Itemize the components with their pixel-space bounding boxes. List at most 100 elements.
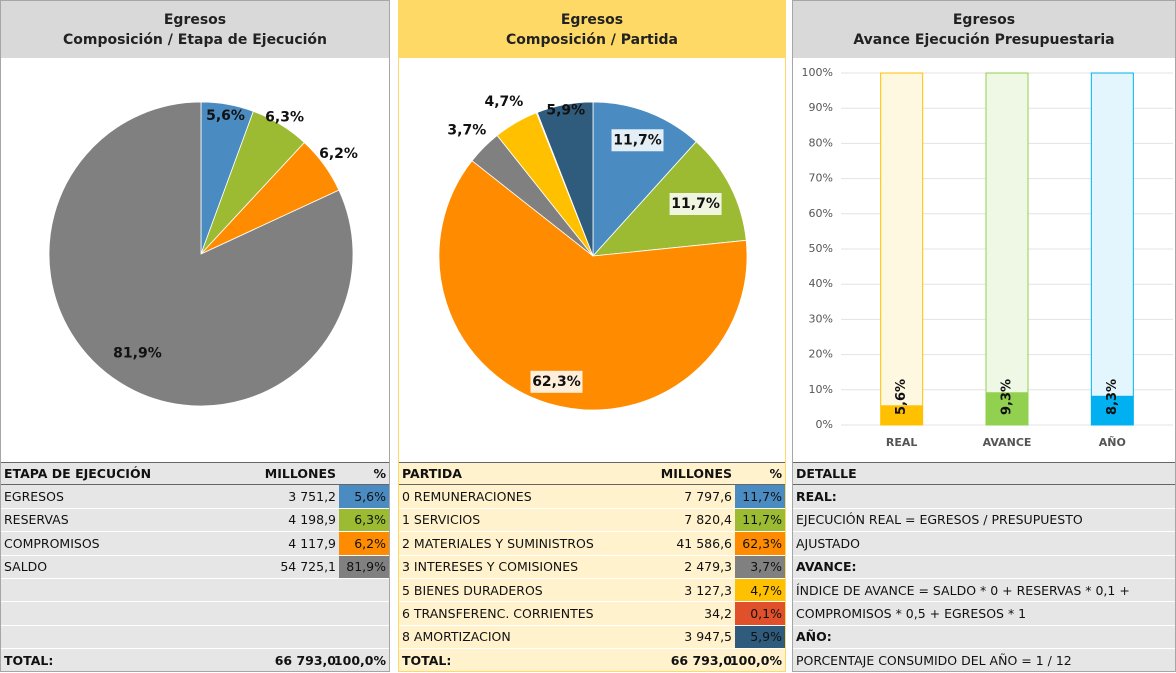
header-cell: MILLONES — [660, 466, 732, 482]
y-tick-label: 100% — [802, 66, 833, 79]
data-label: 11,7% — [671, 196, 720, 212]
detail-row: REAL: — [793, 485, 1175, 509]
header-cell: DETALLE — [796, 466, 857, 482]
total-cell: 66 793,0 — [274, 653, 336, 669]
detail-text: AVANCE: — [796, 559, 857, 575]
header-cell: PARTIDA — [402, 466, 462, 482]
row-name: COMPROMISOS — [4, 535, 100, 551]
table: DETALLE REAL: EJECUCIÓN REAL = EGRESOS / P… — [793, 462, 1175, 673]
x-tick-label: AVANCE — [983, 436, 1032, 449]
table: ETAPA DE EJECUCIÓN MILLONES% EGRESOS 3 751,… — [1, 462, 389, 671]
row-percent: 6,2% — [339, 532, 389, 555]
table-row — [1, 602, 389, 626]
bar — [880, 405, 923, 425]
bar — [1091, 395, 1134, 425]
header-cell: % — [769, 466, 782, 482]
panel-title: Egresos — [560, 11, 624, 28]
row-name: 2 MATERIALES Y SUMINISTROS — [402, 535, 594, 551]
detail-row: AJUSTADO — [793, 532, 1175, 556]
row-percent: 81,9% — [339, 555, 389, 578]
row-percent: 3,7% — [735, 555, 785, 578]
pie-slice — [438, 160, 748, 411]
y-tick-label: 10% — [809, 383, 833, 396]
row-percent: 62,3% — [735, 532, 785, 555]
detail-row: COMPROMISOS * 0,5 + EGRESOS * 1 — [793, 602, 1175, 626]
table-row: RESERVAS 4 198,9 6,3% — [1, 508, 389, 533]
panel-title: Egresos — [163, 11, 227, 28]
panel: Egresos Composición / Etapa de Ejecución 5… — [0, 0, 390, 672]
row-name: 5 BIENES DURADEROS — [402, 582, 543, 598]
header-cell: ETAPA DE EJECUCIÓN — [4, 466, 152, 482]
chart: 0% 10% 20% 30% 40% 50% 60% 70% 80% 90% 100% 5,6% REA… — [802, 66, 1173, 449]
row-name: 0 REMUNERACIONES — [402, 489, 532, 505]
y-tick-label: 30% — [809, 312, 833, 325]
detail-text: AÑO: — [796, 629, 832, 645]
row-name: 8 AMORTIZACION — [402, 629, 511, 645]
detail-row: ÍNDICE DE AVANCE = SALDO * 0 + RESERVAS … — [793, 579, 1175, 603]
table-row — [1, 579, 389, 603]
data-label: 6,3% — [265, 110, 304, 126]
data-label: 4,7% — [485, 94, 524, 110]
table-header: DETALLE — [793, 462, 1175, 486]
pie-slice — [536, 101, 594, 257]
row-value: 4 117,9 — [288, 535, 336, 551]
row-value: 41 586,6 — [676, 535, 732, 551]
table-row: 1 SERVICIOS 7 820,4 11,7% — [399, 508, 785, 533]
row-name: SALDO — [4, 559, 48, 575]
bar-background — [985, 72, 1029, 426]
y-tick-label: 90% — [809, 101, 833, 114]
chart: 11,7% 11,7% 62,3% 3,7% 4,7% 5,9% — [438, 94, 748, 411]
y-tick-label: 80% — [809, 136, 833, 149]
row-value: 34,2 — [704, 606, 732, 622]
row-value: 3 751,2 — [288, 489, 336, 505]
bar — [986, 392, 1028, 425]
table-row: 0 REMUNERACIONES 7 797,6 11,7% — [399, 485, 785, 509]
table-header: ETAPA DE EJECUCIÓN MILLONES% — [1, 462, 389, 486]
data-label: 5,9% — [546, 103, 585, 119]
y-tick-label: 50% — [809, 242, 833, 255]
table-row: 3 INTERESES Y COMISIONES 2 479,3 3,7% — [399, 555, 785, 579]
label-box — [669, 193, 722, 216]
total-cell: TOTAL: — [402, 653, 452, 669]
header-cell: % — [373, 466, 386, 482]
table-header: PARTIDA MILLONES% — [399, 462, 785, 486]
total-cell: 100,0% — [333, 653, 386, 669]
detail-row: AÑO: — [793, 626, 1175, 650]
y-tick-label: 0% — [816, 418, 833, 431]
detail-row: EJECUCIÓN REAL = EGRESOS / PRESUPUESTO — [793, 509, 1175, 533]
row-percent: 4,7% — [735, 578, 785, 602]
x-tick-label: REAL — [886, 436, 918, 449]
chart: 5,6% 6,3% 6,2% 81,9% — [48, 101, 358, 407]
row-percent: 11,7% — [735, 508, 785, 532]
label-box — [530, 370, 583, 393]
row-name: 3 INTERESES Y COMISIONES — [402, 559, 579, 575]
panel-header: Egresos Composición / Partida — [399, 1, 785, 58]
row-percent: 0,1% — [735, 602, 785, 625]
y-tick-label: 70% — [809, 172, 833, 185]
panel-header: Egresos Avance Ejecución Presupuestaria — [793, 1, 1175, 58]
y-tick-label: 40% — [809, 277, 833, 290]
data-label: 8,3% — [1105, 379, 1120, 415]
bar-background — [880, 72, 924, 426]
detail-text: REAL: — [796, 489, 837, 505]
x-tick-label: AÑO — [1099, 436, 1126, 449]
row-name: 6 TRANSFERENC. CORRIENTES — [402, 606, 594, 622]
row-value: 3 127,3 — [684, 582, 732, 598]
panel-subtitle: Composición / Partida — [506, 31, 678, 48]
total-cell: TOTAL: — [4, 653, 54, 669]
table-row: 8 AMORTIZACION 3 947,5 5,9% — [399, 625, 785, 650]
label-box — [611, 129, 664, 152]
bar-background — [1090, 72, 1134, 426]
panel: Egresos Avance Ejecución Presupuestaria 0%… — [792, 0, 1176, 673]
data-label: 3,7% — [447, 122, 486, 138]
detail-text: COMPROMISOS * 0,5 + EGRESOS * 1 — [796, 606, 1027, 622]
panel-header: Egresos Composición / Etapa de Ejecución — [1, 1, 389, 58]
row-name: 1 SERVICIOS — [402, 512, 481, 528]
panel-subtitle: Composición / Etapa de Ejecución — [62, 31, 328, 48]
table-total: TOTAL: 66 793,0 100,0% — [1, 649, 389, 672]
data-label: 62,3% — [532, 374, 581, 390]
row-percent: 5,6% — [339, 485, 389, 508]
row-percent: 11,7% — [735, 485, 785, 508]
row-value: 3 947,5 — [684, 629, 732, 645]
